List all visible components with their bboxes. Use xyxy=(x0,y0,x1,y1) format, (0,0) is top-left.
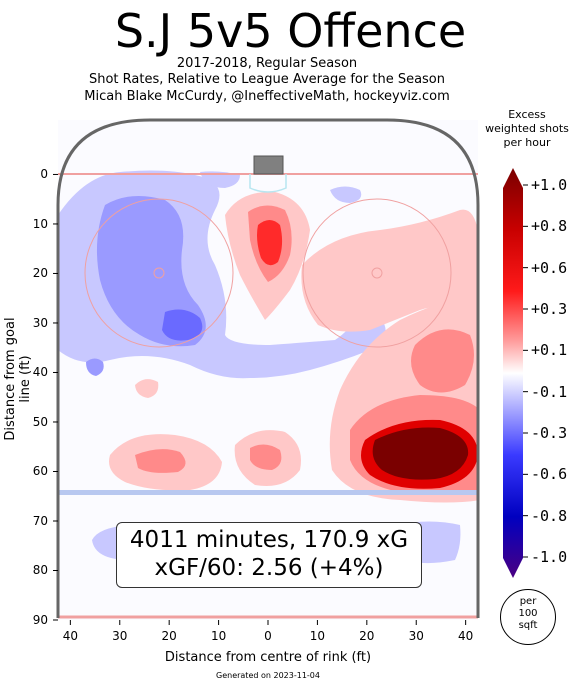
red-region-left-point xyxy=(135,379,159,398)
x-axis-ticks xyxy=(69,620,467,625)
subtitle-season: 2017-2018, Regular Season xyxy=(176,56,358,71)
blue-region-top-right xyxy=(330,186,362,203)
colorbar-tick-label-10: -1.0 xyxy=(531,548,568,566)
x-tick-label-left-40: 40 xyxy=(62,629,78,643)
subtitle-description: Shot Rates, Relative to League Average f… xyxy=(88,72,446,87)
colorbar-ticks xyxy=(523,184,528,558)
chart-title: S.J 5v5 Offence xyxy=(114,4,467,58)
x-tick-label-left-30: 30 xyxy=(112,629,128,643)
y-tick-label-10: 10 xyxy=(32,216,48,231)
blue-region-top-left xyxy=(200,171,240,188)
red-region-right-circle xyxy=(301,209,478,332)
y-axis-label: Distance from goal line (ft) xyxy=(3,317,33,441)
colorbar-tick-label-3: +0.6 xyxy=(531,258,568,277)
goal-crease xyxy=(249,174,287,193)
summary-xgf60: xGF/60: 2.56 (+4%) xyxy=(154,555,384,581)
y-tick-label-20: 20 xyxy=(32,266,48,281)
y-tick-label-70: 70 xyxy=(32,513,48,528)
y-tick-label-30: 30 xyxy=(32,315,48,330)
colorbar-tick-label-8: -0.6 xyxy=(531,465,568,484)
red-region-right-high xyxy=(411,329,474,393)
red-region-bottom-left-mid xyxy=(135,449,186,473)
colorbar-tick-label-9: -0.8 xyxy=(531,506,568,525)
colorbar-title-line-2: weighted shots xyxy=(485,122,569,135)
colorbar-title-line-3: per hour xyxy=(503,136,551,149)
subtitle-author: Micah Blake McCurdy, @IneffectiveMath, h… xyxy=(84,89,450,104)
generated-date: Generated on 2023-11-04 xyxy=(216,671,320,680)
blue-region-left-circle-core xyxy=(162,309,203,341)
x-tick-label-left-10: 10 xyxy=(210,629,227,643)
y-tick-label-50: 50 xyxy=(32,414,48,429)
red-region-hotspot-core xyxy=(372,427,469,480)
colorbar-tick-label-2: +0.8 xyxy=(531,217,568,236)
summary-minutes-xg: 4011 minutes, 170.9 xG xyxy=(129,527,409,553)
colorbar-tick-label-4: +0.3 xyxy=(531,300,568,318)
x-tick-label-right-10: 10 xyxy=(309,629,326,643)
colorbar-tick-label-6: -0.1 xyxy=(531,382,568,401)
x-tick-label-0: 0 xyxy=(264,629,272,643)
y-tick-label-0: 0 xyxy=(40,167,48,182)
colorbar-title-line-1: Excess xyxy=(508,108,546,121)
x-tick-label-left-20: 20 xyxy=(161,629,177,643)
faceoff-dot-right xyxy=(371,267,383,279)
goal-net xyxy=(253,155,284,175)
red-region-bottom-centre-mid xyxy=(250,444,282,470)
unit-badge xyxy=(500,589,556,645)
colorbar-tick-label-7: -0.3 xyxy=(531,424,568,442)
y-tick-label-40: 40 xyxy=(32,365,48,380)
x-tick-label-right-30: 30 xyxy=(408,629,424,643)
y-tick-label-80: 80 xyxy=(32,563,48,578)
x-axis-label: Distance from centre of rink (ft) xyxy=(164,650,372,665)
boards xyxy=(56,118,480,618)
x-tick-label-right-20: 20 xyxy=(359,629,375,643)
faceoff-circle-right xyxy=(302,198,452,348)
x-tick-label-right-40: 40 xyxy=(458,629,474,643)
colorbar-tick-label-1: +1.0 xyxy=(531,176,568,194)
red-region-slot-core xyxy=(257,220,283,266)
blue-region-left-circle-mid xyxy=(96,196,206,347)
blue-line xyxy=(58,490,478,495)
y-tick-label-90: 90 xyxy=(32,613,48,627)
summary-box: 4011 minutes, 170.9 xG xGF/60: 2.56 (+4%… xyxy=(116,522,422,588)
faceoff-dot-left xyxy=(153,267,165,279)
colorbar-tick-label-5: +0.1 xyxy=(531,341,568,360)
y-axis-ticks xyxy=(53,173,58,621)
unit-badge-text: per 100 sqft xyxy=(518,596,538,631)
y-tick-label-60: 60 xyxy=(32,464,48,479)
blue-region-left-point xyxy=(86,358,104,376)
faceoff-circle-left xyxy=(84,198,234,348)
colorbar xyxy=(503,168,523,578)
